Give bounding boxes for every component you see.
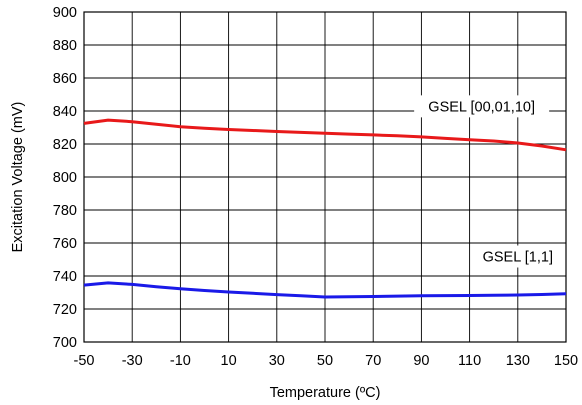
- x-axis-label: Temperature (ºC): [270, 385, 381, 401]
- y-tick-label: 720: [53, 302, 77, 318]
- y-tick-label: 780: [53, 203, 77, 219]
- y-tick-label: 840: [53, 104, 77, 120]
- y-tick-label: 760: [53, 236, 77, 252]
- annotation-background: [470, 245, 565, 268]
- x-tick-label: 110: [458, 353, 481, 369]
- annotation-label: GSEL [1,1]: [483, 250, 553, 266]
- x-tick-label: 50: [317, 353, 333, 369]
- annotation-label: GSEL [00,01,10]: [428, 99, 535, 115]
- x-tick-label: 130: [506, 353, 530, 369]
- x-tick-label: 150: [554, 353, 578, 369]
- y-tick-label: 740: [53, 269, 77, 285]
- y-tick-label: 860: [53, 71, 77, 87]
- y-tick-label: 820: [53, 137, 77, 153]
- y-tick-label: 880: [53, 38, 77, 54]
- x-tick-label: -50: [74, 353, 95, 369]
- grid: [83, 11, 567, 343]
- x-tick-label: 70: [365, 353, 381, 369]
- x-tick-labels: -50 -30 -10 10 30 50 70 90 110 130 150: [74, 353, 579, 369]
- x-tick-label: 10: [221, 353, 237, 369]
- x-tick-label: 90: [413, 353, 429, 369]
- annotations: GSEL [00,01,10] GSEL [1,1]: [414, 95, 565, 268]
- x-tick-label: -30: [122, 353, 143, 369]
- y-tick-label: 800: [53, 170, 77, 186]
- annotation-background: [414, 95, 550, 118]
- x-tick-label: -10: [170, 353, 191, 369]
- x-tick-label: 30: [269, 353, 285, 369]
- y-axis-label: Excitation Voltage (mV): [10, 102, 26, 253]
- y-tick-labels: 700 720 740 760 780 800 820 840 860 880 900: [53, 5, 77, 351]
- y-tick-label: 700: [53, 335, 77, 351]
- plot-frame: [83, 11, 567, 343]
- series-line-2: [83, 281, 567, 299]
- y-tick-label: 900: [53, 5, 77, 21]
- series-line-1: [83, 118, 567, 152]
- series-layer: [83, 118, 567, 299]
